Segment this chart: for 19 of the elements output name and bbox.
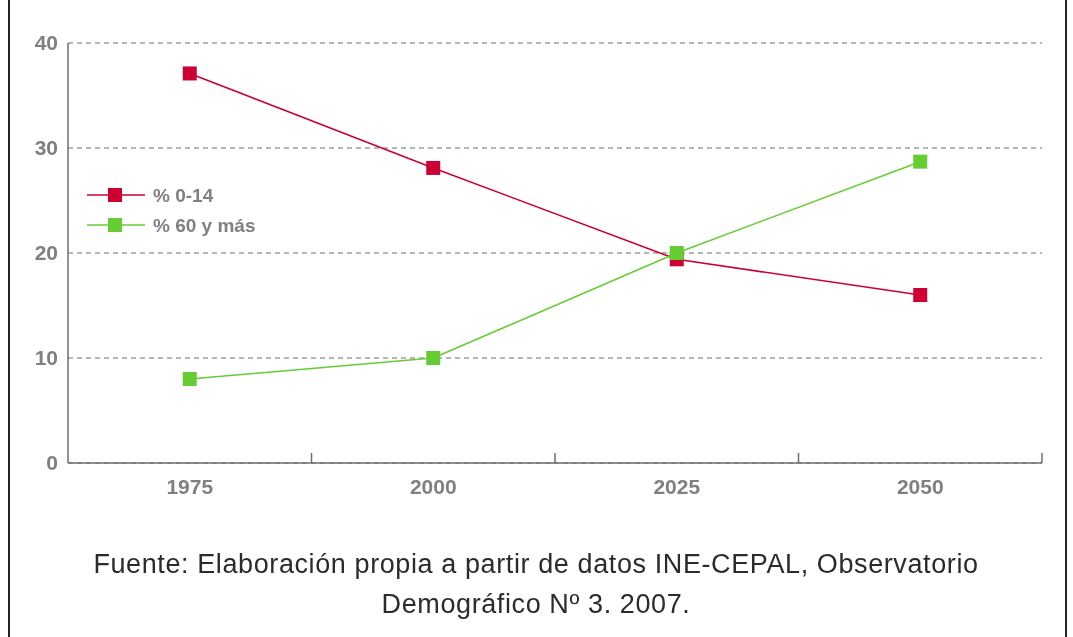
source-note: Fuente: Elaboración propia a partir de datos INE-CEPAL, Observatorio Demográfico Nº 3. 2007. [92, 548, 980, 621]
point [426, 351, 441, 365]
x-tick-label: 2000 [409, 475, 457, 498]
x-tick-label: 1975 [166, 475, 214, 498]
point [182, 66, 197, 81]
point [182, 372, 197, 386]
y-tick-label: 0 [46, 451, 58, 475]
y-tick-label: 20 [34, 241, 58, 265]
y-tick-label: 40 [34, 31, 58, 55]
legend-label: % 60 y más [153, 214, 256, 236]
y-tick-label: 30 [34, 136, 58, 160]
y-tick-label: 10 [34, 346, 58, 370]
point [669, 246, 684, 260]
point [426, 160, 441, 175]
legend-label: % 0-14 [153, 184, 214, 206]
point [913, 288, 928, 302]
point [913, 154, 928, 169]
x-tick-label: 2050 [896, 475, 944, 498]
x-tick-label: 2025 [653, 475, 701, 498]
